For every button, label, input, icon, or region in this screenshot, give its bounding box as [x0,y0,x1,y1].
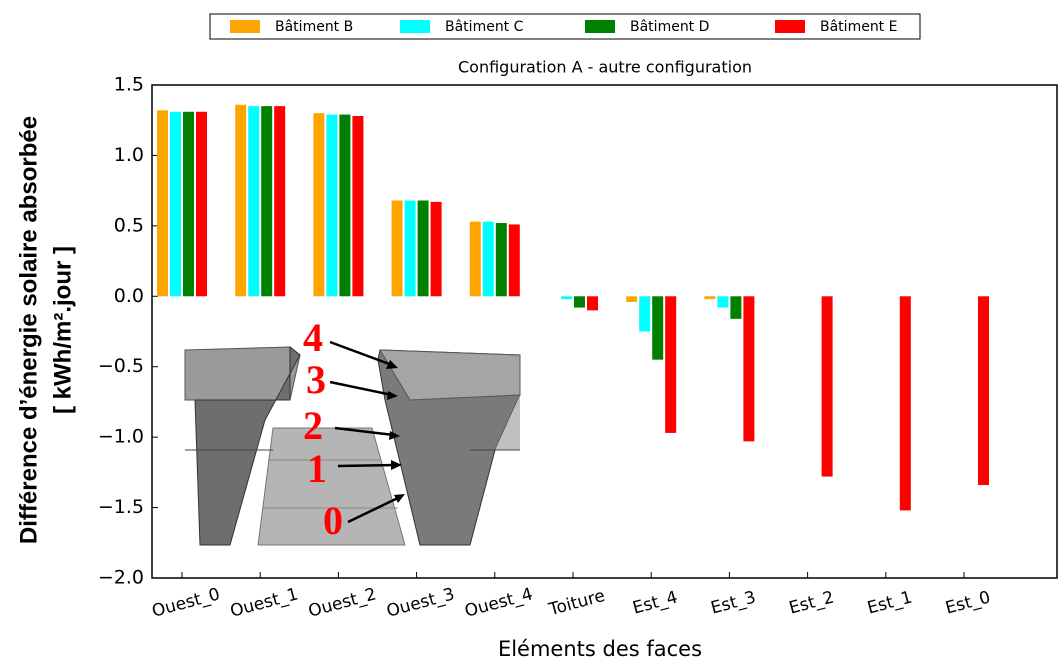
inset-image [184,340,521,546]
bar [899,296,911,511]
x-tick-label: Est_4 [631,587,680,618]
y-tick-label: −0.5 [98,355,144,377]
bar [574,296,585,308]
bar [626,296,638,302]
x-tick-label: Ouest_1 [228,584,300,621]
x-tick-label: Ouest_3 [384,584,456,621]
bar [978,296,989,486]
x-tick-label: Ouest_2 [306,584,378,621]
bar [821,296,833,477]
bar [352,115,364,297]
x-tick-label: Toiture [546,586,607,620]
inset-label: 4 [303,315,323,360]
legend-swatch [585,20,615,33]
bar [469,221,481,297]
y-tick-label: −2.0 [98,567,144,589]
y-tick-label: 1.0 [114,144,144,166]
bar [665,296,677,433]
bar [235,104,247,297]
legend-label: Bâtiment B [275,19,353,35]
bar [274,106,286,297]
legend-swatch [400,20,430,33]
bar [743,296,755,442]
plot-frame [151,84,1058,579]
y-axis-label: Différence d’énergie solaire absorbée [15,116,42,544]
bar [652,296,664,360]
x-tick-label: Est_2 [787,587,836,618]
bar [417,200,429,297]
bar [730,296,742,319]
x-axis-label: Eléments des faces [498,637,702,661]
bar [639,296,651,332]
y-axis-label: [ kWh/m².jour ] [49,246,76,414]
bar [339,114,351,297]
y-tick-label: 0.5 [114,214,144,236]
bar [326,114,338,297]
bar [170,111,181,297]
bar [717,296,729,308]
inset-label: 0 [323,498,343,543]
bar [587,296,598,311]
legend-label: Bâtiment D [630,19,709,35]
x-tick-label: Est_3 [709,587,758,618]
bar [704,296,716,300]
bar [157,110,168,297]
legend-swatch [230,20,260,33]
bar [248,106,260,297]
legend-label: Bâtiment E [820,19,897,35]
bar [391,200,403,297]
bar [183,111,194,297]
bar [495,223,507,297]
bar [196,111,207,297]
inset-label: 2 [303,403,323,448]
bar [482,221,494,297]
y-tick-label: 1.5 [114,74,144,96]
bar [404,200,416,297]
bar [313,113,325,297]
inset-label: 3 [306,357,326,402]
x-tick-label: Est_0 [943,587,992,618]
x-tick-label: Est_1 [865,587,914,618]
bar [561,296,572,300]
bar [430,201,442,297]
y-tick-label: −1.0 [98,426,144,448]
y-tick-label: 0.0 [114,285,144,307]
inset-label: 1 [307,446,327,491]
y-tick-label: −1.5 [98,496,144,518]
legend-label: Bâtiment C [445,19,524,35]
chart-title: Configuration A - autre configuration [458,58,752,77]
bar [261,106,273,297]
x-tick-label: Ouest_4 [463,584,535,621]
bar [508,224,520,297]
legend-swatch [775,20,805,33]
x-tick-label: Ouest_0 [150,584,222,621]
